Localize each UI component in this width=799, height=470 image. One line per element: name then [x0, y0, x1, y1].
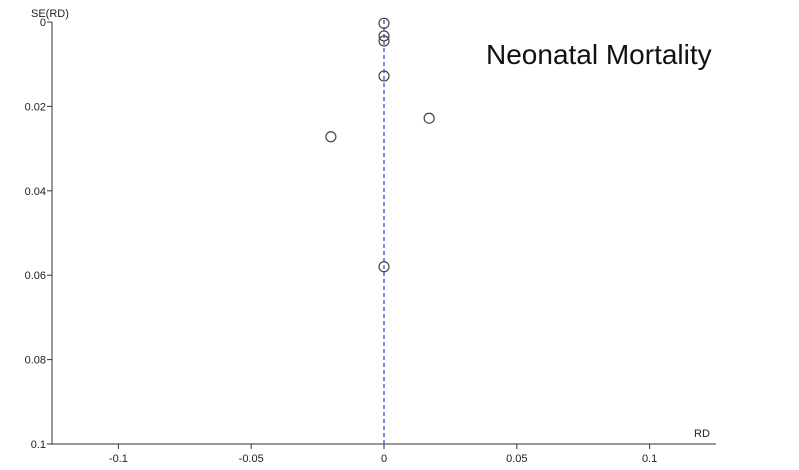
x-tick-label: 0.1	[642, 453, 657, 465]
x-tick-label: -0.1	[109, 453, 128, 465]
y-axis: 0 0.02 0.04 0.06 0.08 0.1	[25, 17, 53, 451]
data-point	[325, 131, 337, 143]
y-tick-label: 0	[40, 17, 46, 29]
x-tick-label: 0	[381, 453, 387, 465]
data-point	[378, 30, 390, 42]
data-point	[378, 35, 390, 47]
chart-annotation: Neonatal Mortality	[486, 39, 712, 70]
y-tick-label: 0.02	[25, 101, 46, 113]
y-tick-label: 0.08	[25, 355, 46, 367]
x-tick-label: -0.05	[239, 453, 264, 465]
y-tick-label: 0.06	[25, 270, 46, 282]
data-point	[378, 70, 390, 82]
x-tick-label: 0.05	[506, 453, 527, 465]
x-axis-label: RD	[694, 428, 710, 440]
x-axis: -0.1 -0.05 0 0.05 0.1	[52, 443, 716, 465]
y-tick-label: 0.04	[25, 186, 46, 198]
data-point	[378, 17, 390, 29]
data-point	[378, 261, 390, 273]
y-tick-label: 0.1	[31, 439, 46, 451]
y-axis-label: SE(RD)	[31, 8, 69, 20]
data-points	[325, 17, 435, 273]
data-point	[423, 112, 435, 124]
